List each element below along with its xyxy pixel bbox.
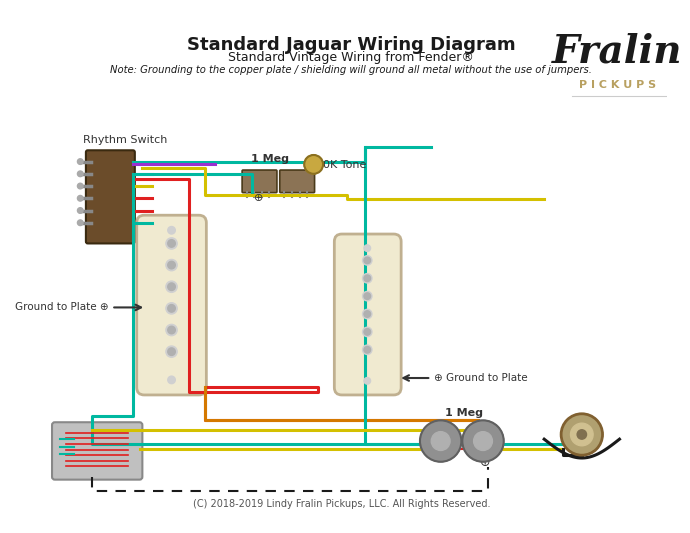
Circle shape [362, 327, 372, 337]
Circle shape [462, 421, 504, 462]
Text: ⊕: ⊕ [255, 193, 264, 203]
FancyBboxPatch shape [242, 170, 277, 192]
Circle shape [571, 423, 593, 446]
Text: P I C K U P S: P I C K U P S [579, 80, 656, 90]
Circle shape [577, 430, 586, 439]
Circle shape [420, 421, 462, 462]
Text: ⊕: ⊕ [480, 456, 490, 469]
Circle shape [166, 281, 177, 293]
FancyBboxPatch shape [137, 215, 206, 395]
Circle shape [168, 240, 175, 247]
Text: Standard Jaguar Wiring Diagram: Standard Jaguar Wiring Diagram [187, 36, 515, 54]
Text: 1 Meg: 1 Meg [250, 154, 288, 164]
Text: Note: Grounding to the copper plate / shielding will ground all metal without th: Note: Grounding to the copper plate / sh… [110, 64, 592, 75]
Circle shape [561, 414, 602, 455]
Circle shape [77, 220, 83, 225]
Circle shape [77, 208, 83, 213]
Circle shape [168, 227, 175, 234]
Circle shape [362, 273, 372, 283]
Circle shape [166, 346, 177, 357]
Circle shape [77, 196, 83, 201]
Circle shape [364, 346, 371, 353]
Circle shape [168, 348, 175, 356]
Circle shape [168, 305, 175, 312]
Circle shape [364, 245, 371, 252]
Text: (C) 2018-2019 Lindy Fralin Pickups, LLC. All Rights Reserved.: (C) 2018-2019 Lindy Fralin Pickups, LLC.… [193, 499, 491, 509]
Circle shape [362, 256, 372, 265]
Circle shape [77, 159, 83, 164]
FancyBboxPatch shape [279, 170, 315, 192]
Text: 50K Tone: 50K Tone [317, 160, 367, 170]
Text: 1 Meg: 1 Meg [445, 408, 484, 418]
Circle shape [168, 283, 175, 290]
Text: Fralin: Fralin [552, 33, 683, 71]
Text: Rhythm Switch: Rhythm Switch [83, 135, 168, 144]
Circle shape [364, 311, 371, 317]
FancyBboxPatch shape [86, 150, 135, 244]
Circle shape [77, 171, 83, 176]
Circle shape [166, 303, 177, 314]
Circle shape [166, 325, 177, 336]
Circle shape [364, 377, 371, 384]
Circle shape [362, 309, 372, 319]
Circle shape [77, 183, 83, 189]
Circle shape [304, 155, 323, 174]
FancyBboxPatch shape [52, 422, 142, 480]
FancyBboxPatch shape [335, 234, 401, 395]
Circle shape [364, 329, 371, 335]
Circle shape [362, 345, 372, 354]
Text: Standard Vintage Wiring from Fender®: Standard Vintage Wiring from Fender® [228, 52, 474, 64]
Circle shape [364, 275, 371, 281]
Circle shape [431, 432, 450, 450]
Circle shape [168, 326, 175, 334]
Circle shape [168, 261, 175, 269]
Text: Ground to Plate ⊕: Ground to Plate ⊕ [15, 302, 108, 312]
Circle shape [362, 292, 372, 301]
Circle shape [166, 238, 177, 249]
Circle shape [473, 432, 493, 450]
Circle shape [166, 260, 177, 271]
Circle shape [364, 257, 371, 264]
Text: ⊕ Ground to Plate: ⊕ Ground to Plate [434, 373, 528, 383]
Circle shape [364, 293, 371, 300]
Circle shape [168, 376, 175, 384]
